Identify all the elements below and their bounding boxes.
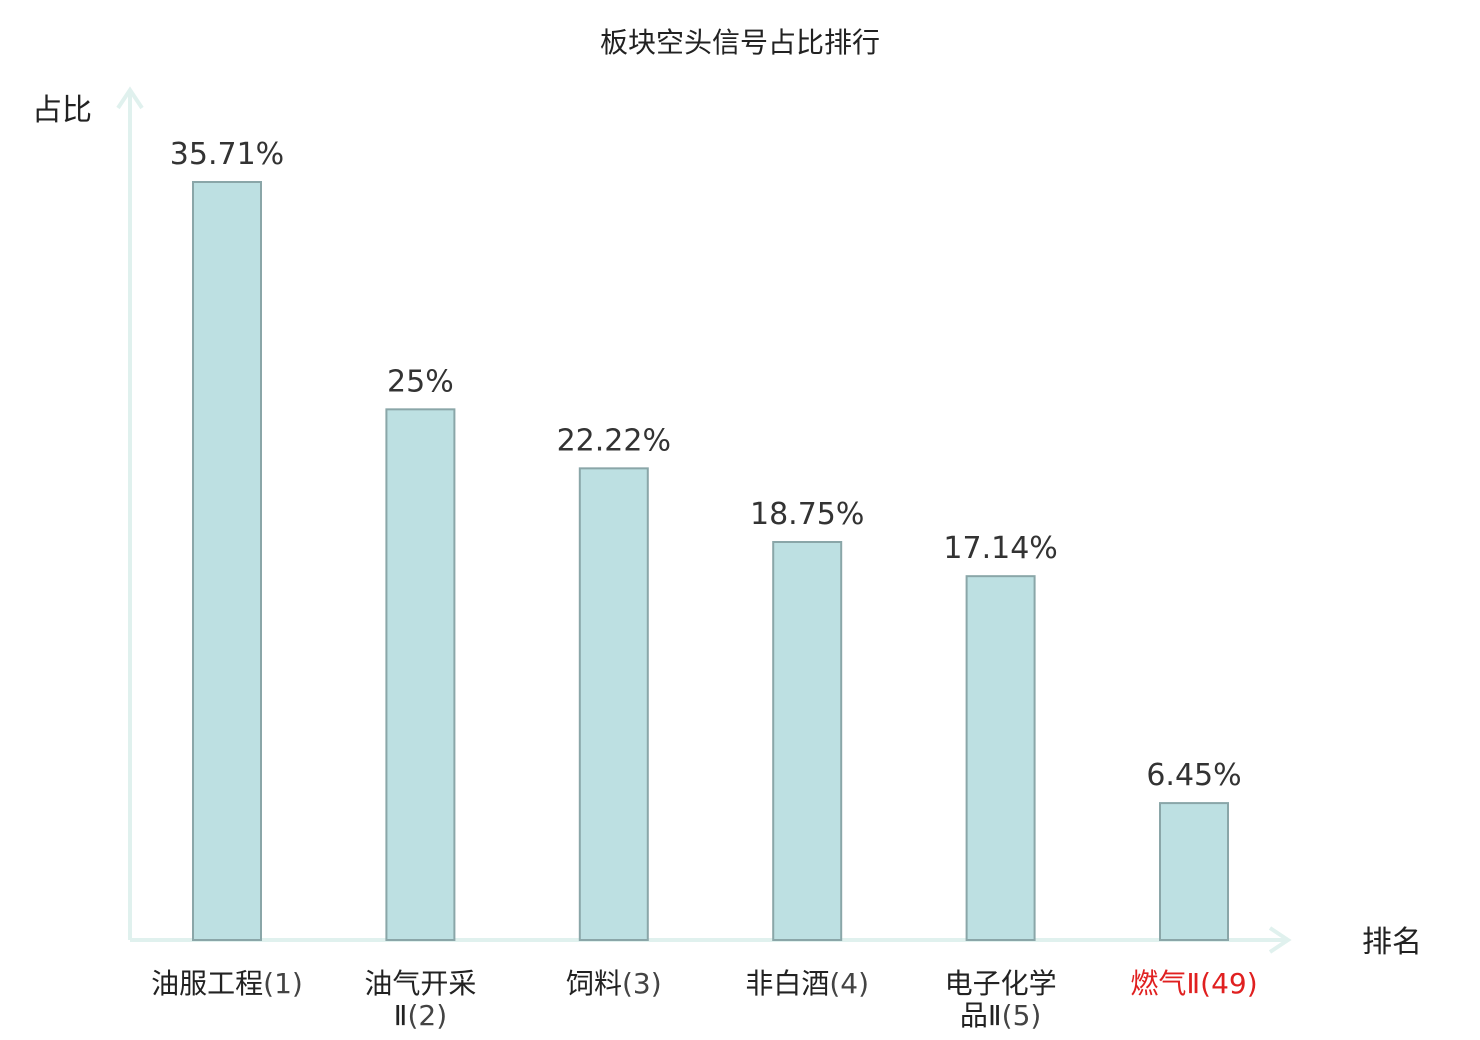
y-axis-label: 占比 (32, 93, 92, 128)
category-label-5: 电子化学品Ⅱ(5) (945, 967, 1057, 1032)
category-label-6: 燃气Ⅱ(49) (1130, 967, 1257, 1000)
bar-3 (578, 467, 649, 941)
bar-1 (192, 181, 262, 941)
bar-4 (772, 541, 843, 942)
value-label-6: 6.45% (1146, 758, 1241, 793)
bar-6 (1159, 802, 1229, 941)
x-axis-label: 排名 (1362, 925, 1422, 960)
bar-marks: 35.71% 油服工程(1) 25% 油气开采 Ⅱ(2) 22.22% 饲料(3) 18.75… (151, 137, 1257, 1032)
category-label-1: 油服工程(1) (151, 967, 303, 1000)
bar-5 (965, 575, 1036, 942)
y-axis-arrow (116, 86, 144, 110)
value-label-2: 25% (387, 364, 454, 399)
bar-2 (385, 408, 456, 942)
chart-title: 板块空头信号占比排行 (600, 26, 880, 59)
value-label-4: 18.75% (750, 497, 864, 532)
category-label-4: 非白酒(4) (745, 967, 869, 1000)
value-label-5: 17.14% (943, 531, 1057, 566)
category-label-2: 油气开采 Ⅱ(2) (364, 967, 476, 1032)
category-label-3: 饲料(3) (566, 967, 662, 1000)
value-label-1: 35.71% (170, 137, 284, 172)
value-label-3: 22.22% (557, 423, 671, 458)
x-axis-arrow (1268, 926, 1292, 954)
